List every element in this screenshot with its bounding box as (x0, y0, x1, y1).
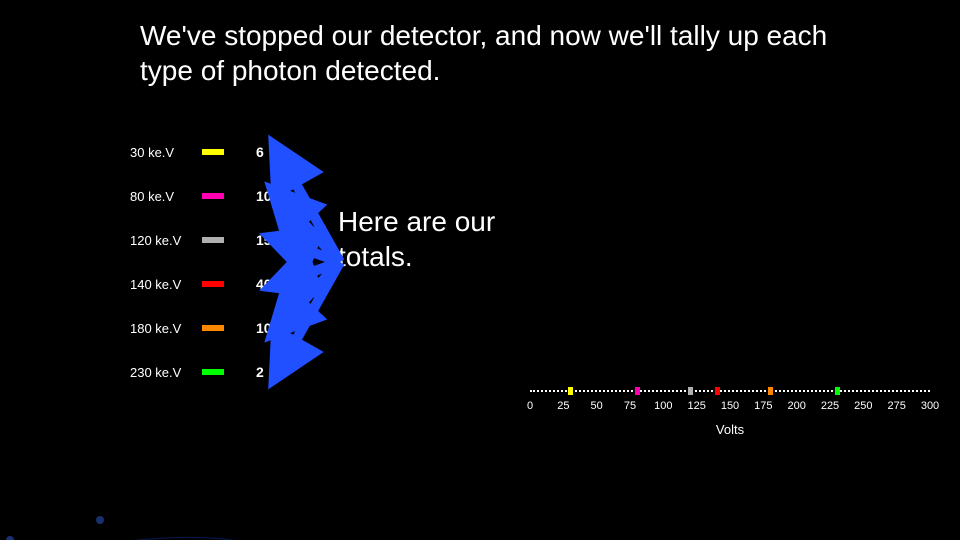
count-value: 15 (256, 232, 296, 248)
count-value: 6 (256, 144, 296, 160)
color-swatch (202, 237, 224, 243)
color-swatch (202, 149, 224, 155)
tick-label: 250 (854, 400, 872, 412)
tick-label: 150 (721, 400, 739, 412)
axis-marker (568, 387, 573, 395)
tick-label: 175 (754, 400, 772, 412)
table-row: 30 ke.V 6 (130, 130, 296, 174)
axis-marker (835, 387, 840, 395)
table-row: 140 ke.V 40 (130, 262, 296, 306)
tick-label: 50 (591, 400, 603, 412)
table-row: 230 ke.V 2 (130, 350, 296, 394)
energy-table: 30 ke.V 6 80 ke.V 10 120 ke.V 15 140 ke.V 40 180… (130, 130, 296, 394)
count-value: 10 (256, 188, 296, 204)
axis-marker (768, 387, 773, 395)
tick-label: 25 (557, 400, 569, 412)
axis-title: Volts (530, 422, 930, 437)
count-value: 40 (256, 276, 296, 292)
energy-label: 80 ke.V (130, 189, 202, 204)
tick-label: 100 (654, 400, 672, 412)
count-value: 2 (256, 364, 296, 380)
energy-label: 120 ke.V (130, 233, 202, 248)
energy-label: 230 ke.V (130, 365, 202, 380)
tick-label: 275 (887, 400, 905, 412)
tick-label: 300 (921, 400, 939, 412)
color-swatch (202, 193, 224, 199)
color-swatch (202, 325, 224, 331)
orbit-decoration (0, 380, 380, 540)
tick-label: 200 (787, 400, 805, 412)
color-swatch (202, 281, 224, 287)
tick-label: 0 (527, 400, 533, 412)
energy-label: 30 ke.V (130, 145, 202, 160)
tick-label: 75 (624, 400, 636, 412)
count-value: 10 (256, 320, 296, 336)
axis-marker (635, 387, 640, 395)
axis-marker (688, 387, 693, 395)
energy-label: 180 ke.V (130, 321, 202, 336)
callout-text: Here are our totals. (338, 204, 538, 274)
energy-label: 140 ke.V (130, 277, 202, 292)
color-swatch (202, 369, 224, 375)
page-title: We've stopped our detector, and now we'l… (140, 18, 840, 88)
table-row: 120 ke.V 15 (130, 218, 296, 262)
axis-marker (715, 387, 720, 395)
table-row: 180 ke.V 10 (130, 306, 296, 350)
table-row: 80 ke.V 10 (130, 174, 296, 218)
tick-label: 225 (821, 400, 839, 412)
tick-label: 125 (687, 400, 705, 412)
